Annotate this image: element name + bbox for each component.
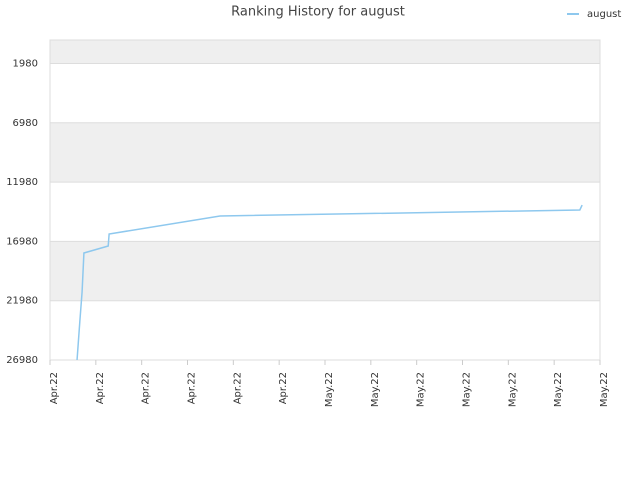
chart-title: Ranking History for august [231, 5, 405, 20]
band [50, 40, 600, 64]
x-tick-label: Apr.22 [49, 372, 60, 404]
x-tick-label: May.22 [370, 372, 381, 407]
y-tick-label: 6980 [13, 118, 38, 129]
x-tick-label: Apr.22 [278, 372, 289, 404]
x-tick-label: May.22 [599, 372, 610, 407]
y-tick-label: 11980 [6, 177, 38, 188]
y-tick-label: 26980 [6, 355, 38, 366]
x-tick-label: Apr.22 [95, 372, 106, 404]
x-tick-label: May.22 [462, 372, 473, 407]
y-tick-label: 1980 [13, 58, 38, 69]
y-tick-label: 21980 [6, 296, 38, 307]
x-tick-label: May.22 [507, 372, 518, 407]
x-tick-label: May.22 [324, 372, 335, 407]
x-tick-label: Apr.22 [232, 372, 243, 404]
y-tick-label: 16980 [6, 236, 38, 247]
x-tick-label: Apr.22 [141, 372, 152, 404]
plot-frame [49, 39, 601, 361]
line [76, 204, 583, 361]
x-tick-label: May.22 [553, 372, 564, 407]
legend-label: august [587, 9, 621, 20]
x-tick-label: May.22 [416, 372, 427, 407]
x-tick-label: Apr.22 [187, 372, 198, 404]
band [50, 122, 600, 183]
band [50, 241, 600, 301]
